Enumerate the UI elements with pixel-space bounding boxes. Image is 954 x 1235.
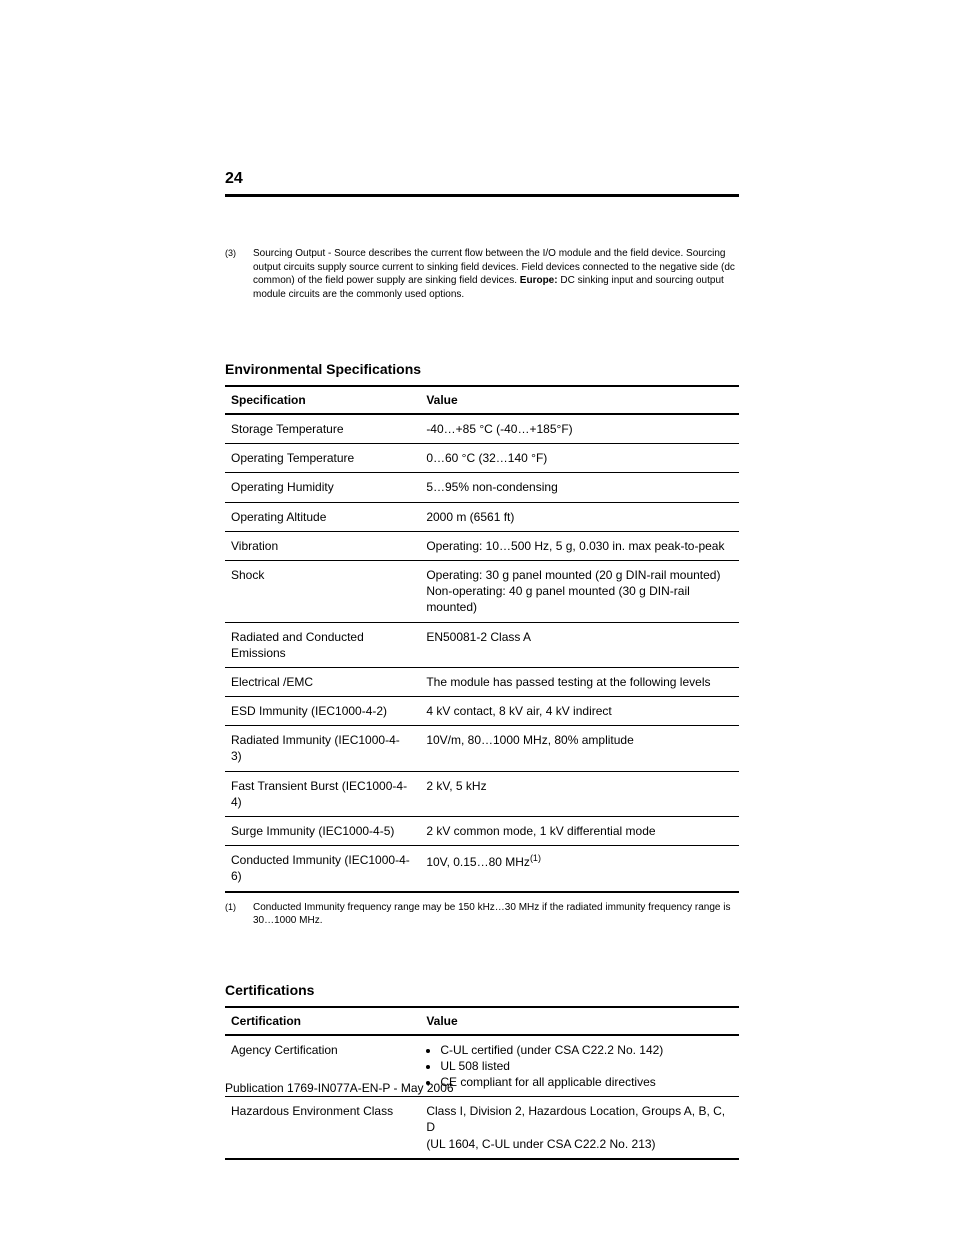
env-footnote-text: Conducted Immunity frequency range may b… <box>253 901 739 928</box>
value-cell: 5…95% non-condensing <box>420 473 739 502</box>
value-cell: C-UL certified (under CSA C22.2 No. 142)… <box>420 1035 739 1097</box>
publication-line: Publication 1769-IN077A-EN-P - May 2006 <box>225 1081 454 1095</box>
value-cell: 2000 m (6561 ft) <box>420 502 739 531</box>
footnote-3: (3) Sourcing Output - Source describes t… <box>225 247 739 301</box>
table-row: Conducted Immunity (IEC1000-4-6)10V, 0.1… <box>225 846 739 892</box>
env-footnote-marker: (1) <box>225 901 239 928</box>
spec-cell: Vibration <box>225 531 420 560</box>
value-cell: 2 kV, 5 kHz <box>420 771 739 816</box>
table-row: Radiated Immunity (IEC1000-4-3)10V/m, 80… <box>225 726 739 771</box>
cert-col-value-header: Value <box>420 1007 739 1035</box>
table-row: Hazardous Environment ClassClass I, Divi… <box>225 1097 739 1159</box>
value-cell: The module has passed testing at the fol… <box>420 667 739 696</box>
spec-cell: Storage Temperature <box>225 414 420 444</box>
spec-cell: Operating Altitude <box>225 502 420 531</box>
value-cell: 0…60 °C (32…140 °F) <box>420 444 739 473</box>
spec-cell: Electrical /EMC <box>225 667 420 696</box>
footnote-3-marker: (3) <box>225 247 239 301</box>
cert-bullet-list: C-UL certified (under CSA C22.2 No. 142)… <box>426 1042 729 1091</box>
cert-col-spec-header: Certification <box>225 1007 420 1035</box>
list-item: C-UL certified (under CSA C22.2 No. 142) <box>440 1042 729 1058</box>
value-cell: Operating: 10…500 Hz, 5 g, 0.030 in. max… <box>420 531 739 560</box>
spec-cell: Radiated Immunity (IEC1000-4-3) <box>225 726 420 771</box>
table-row: Radiated and Conducted EmissionsEN50081-… <box>225 622 739 667</box>
table-header-row: Certification Value <box>225 1007 739 1035</box>
table-row: Operating Altitude2000 m (6561 ft) <box>225 502 739 531</box>
document-page: 24 (3) Sourcing Output - Source describe… <box>0 0 954 1235</box>
footnote-ref: (1) <box>530 853 541 863</box>
spec-cell: Shock <box>225 560 420 622</box>
spec-cell: ESD Immunity (IEC1000-4-2) <box>225 697 420 726</box>
table-row: Electrical /EMCThe module has passed tes… <box>225 667 739 696</box>
value-cell: Operating: 30 g panel mounted (20 g DIN-… <box>420 560 739 622</box>
env-spec-table: Specification Value Storage Temperature-… <box>225 385 739 893</box>
table-row: Storage Temperature-40…+85 °C (-40…+185°… <box>225 414 739 444</box>
table-row: ESD Immunity (IEC1000-4-2)4 kV contact, … <box>225 697 739 726</box>
table-row: Surge Immunity (IEC1000-4-5)2 kV common … <box>225 817 739 846</box>
spec-cell: Hazardous Environment Class <box>225 1097 420 1159</box>
spec-cell: Conducted Immunity (IEC1000-4-6) <box>225 846 420 892</box>
list-item: UL 508 listed <box>440 1058 729 1074</box>
page-number: 24 <box>225 170 739 188</box>
value-cell: EN50081-2 Class A <box>420 622 739 667</box>
footnote-3-text: Sourcing Output - Source describes the c… <box>253 247 739 301</box>
spec-cell: Operating Temperature <box>225 444 420 473</box>
list-item: CE compliant for all applicable directiv… <box>440 1074 729 1090</box>
table-row: ShockOperating: 30 g panel mounted (20 g… <box>225 560 739 622</box>
spec-cell: Fast Transient Burst (IEC1000-4-4) <box>225 771 420 816</box>
table-row: Fast Transient Burst (IEC1000-4-4)2 kV, … <box>225 771 739 816</box>
table-row: VibrationOperating: 10…500 Hz, 5 g, 0.03… <box>225 531 739 560</box>
value-cell: 10V/m, 80…1000 MHz, 80% amplitude <box>420 726 739 771</box>
footnote-3-bold: Europe: <box>520 275 558 286</box>
value-cell: 2 kV common mode, 1 kV differential mode <box>420 817 739 846</box>
value-cell: 10V, 0.15…80 MHz(1) <box>420 846 739 892</box>
env-table-footnote: (1) Conducted Immunity frequency range m… <box>225 901 739 928</box>
table-row: Operating Temperature0…60 °C (32…140 °F) <box>225 444 739 473</box>
value-cell: Class I, Division 2, Hazardous Location,… <box>420 1097 739 1159</box>
env-col-spec-header: Specification <box>225 386 420 414</box>
spec-cell: Radiated and Conducted Emissions <box>225 622 420 667</box>
cert-heading: Certifications <box>225 982 739 998</box>
header-rule <box>225 194 739 197</box>
table-header-row: Specification Value <box>225 386 739 414</box>
spec-cell: Operating Humidity <box>225 473 420 502</box>
table-row: Operating Humidity5…95% non-condensing <box>225 473 739 502</box>
value-cell: -40…+85 °C (-40…+185°F) <box>420 414 739 444</box>
spec-cell: Surge Immunity (IEC1000-4-5) <box>225 817 420 846</box>
value-cell: 4 kV contact, 8 kV air, 4 kV indirect <box>420 697 739 726</box>
env-spec-heading: Environmental Specifications <box>225 361 739 377</box>
env-col-value-header: Value <box>420 386 739 414</box>
